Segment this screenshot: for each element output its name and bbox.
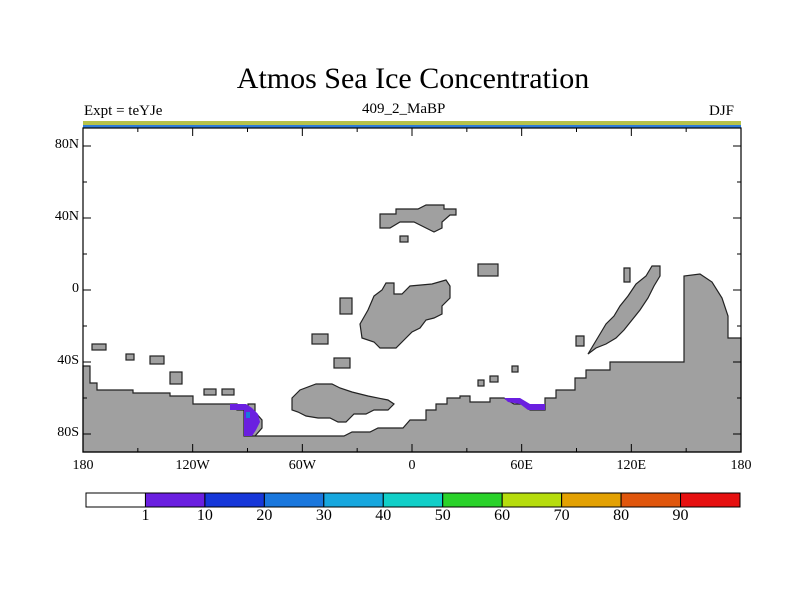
axis-ticks [82, 128, 742, 452]
x-tick-label: 60E [510, 458, 533, 473]
colorbar-swatch [263, 492, 325, 508]
colorbar [85, 492, 741, 508]
season-label: DJF [709, 103, 735, 119]
colorbar-swatch [85, 492, 146, 508]
colorbar-swatch [144, 492, 206, 508]
land-islet [311, 333, 329, 345]
colorbar-label: 10 [196, 507, 213, 524]
land-islet [511, 365, 519, 373]
sea-ice-patch-west [230, 404, 260, 436]
colorbar-label: 90 [672, 507, 689, 524]
colorbar-swatch [442, 492, 503, 508]
colorbar-swatch [680, 492, 741, 508]
land-islet [203, 388, 217, 396]
land-islet [149, 355, 165, 365]
colorbar-swatch [204, 492, 265, 508]
land-east-islet [623, 267, 631, 283]
colorbar-label: 70 [553, 507, 570, 524]
x-tick-label: 0 [408, 458, 416, 473]
y-tick-label: 40N [54, 209, 79, 224]
land-south-mid-island [291, 383, 395, 423]
colorbar-swatch [620, 492, 682, 508]
map-title: Atmos Sea Ice Concentration [236, 62, 590, 95]
polar-ice-strip-bottom [83, 125, 741, 128]
colorbar-swatch [501, 492, 563, 508]
x-tick-label: 120W [175, 458, 210, 473]
land-mask [82, 204, 742, 453]
x-tick-label: 180 [730, 458, 752, 473]
colorbar-label: 20 [256, 507, 273, 524]
polar-ice-strip-top [83, 121, 741, 125]
land-north-block [379, 204, 457, 233]
x-tick-label: 60W [288, 458, 316, 473]
y-tick-label: 80N [54, 137, 79, 152]
colorbar-label: 50 [434, 507, 451, 524]
x-tick-label: 120E [616, 458, 647, 473]
land-islet [169, 371, 183, 385]
land-islet [477, 263, 499, 277]
y-tick-label: 40S [57, 353, 79, 368]
y-tick-label: 80S [57, 425, 79, 440]
map-subtitle: 409_2_MaBP [362, 101, 446, 117]
land-islet [333, 357, 351, 369]
colorbar-label: 40 [375, 507, 392, 524]
land-islet [91, 343, 107, 351]
land-small-island [399, 235, 409, 243]
y-tick-label: 0 [72, 281, 79, 296]
colorbar-swatch [382, 492, 444, 508]
sea-ice-core-west [246, 412, 250, 418]
land-islet [477, 379, 485, 387]
colorbar-label: 30 [315, 507, 332, 524]
colorbar-swatch [561, 492, 622, 508]
land-east-islet-2 [575, 335, 585, 347]
colorbar-swatch [323, 492, 384, 508]
colorbar-label: 1 [141, 507, 150, 524]
land-islet [339, 297, 353, 315]
land-central-mass [359, 279, 451, 349]
colorbar-label: 60 [494, 507, 511, 524]
experiment-label: Expt = teYJe [84, 103, 163, 119]
x-tick-label: 180 [72, 458, 94, 473]
land-islet [125, 353, 135, 361]
land-islet [489, 375, 499, 383]
land-east-archipelago [587, 265, 661, 355]
colorbar-label: 80 [613, 507, 630, 524]
land-islet [221, 388, 235, 396]
sea-ice-patch-east [504, 398, 545, 410]
